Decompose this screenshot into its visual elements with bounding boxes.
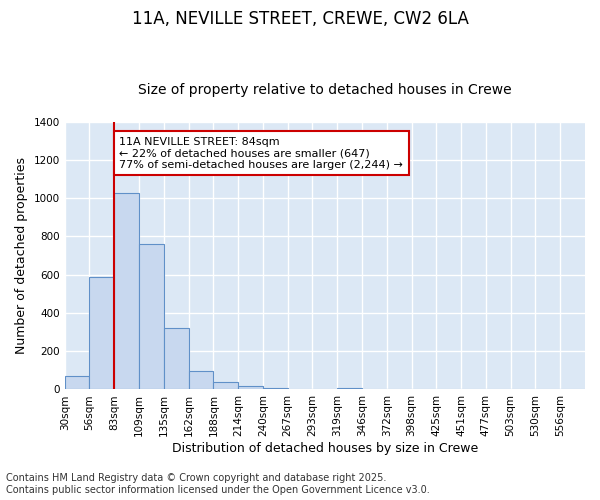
Bar xyxy=(214,382,238,390)
Y-axis label: Number of detached properties: Number of detached properties xyxy=(15,157,28,354)
Bar xyxy=(164,328,188,390)
Text: 11A, NEVILLE STREET, CREWE, CW2 6LA: 11A, NEVILLE STREET, CREWE, CW2 6LA xyxy=(131,10,469,28)
Bar xyxy=(114,192,139,390)
Bar xyxy=(89,276,114,390)
Title: Size of property relative to detached houses in Crewe: Size of property relative to detached ho… xyxy=(138,83,512,97)
Bar xyxy=(263,388,287,390)
Text: Contains HM Land Registry data © Crown copyright and database right 2025.
Contai: Contains HM Land Registry data © Crown c… xyxy=(6,474,430,495)
Bar xyxy=(337,388,362,390)
Bar xyxy=(188,372,214,390)
Text: 11A NEVILLE STREET: 84sqm
← 22% of detached houses are smaller (647)
77% of semi: 11A NEVILLE STREET: 84sqm ← 22% of detac… xyxy=(119,136,403,170)
Bar xyxy=(65,376,89,390)
Bar xyxy=(139,244,164,390)
Bar xyxy=(238,386,263,390)
X-axis label: Distribution of detached houses by size in Crewe: Distribution of detached houses by size … xyxy=(172,442,478,455)
